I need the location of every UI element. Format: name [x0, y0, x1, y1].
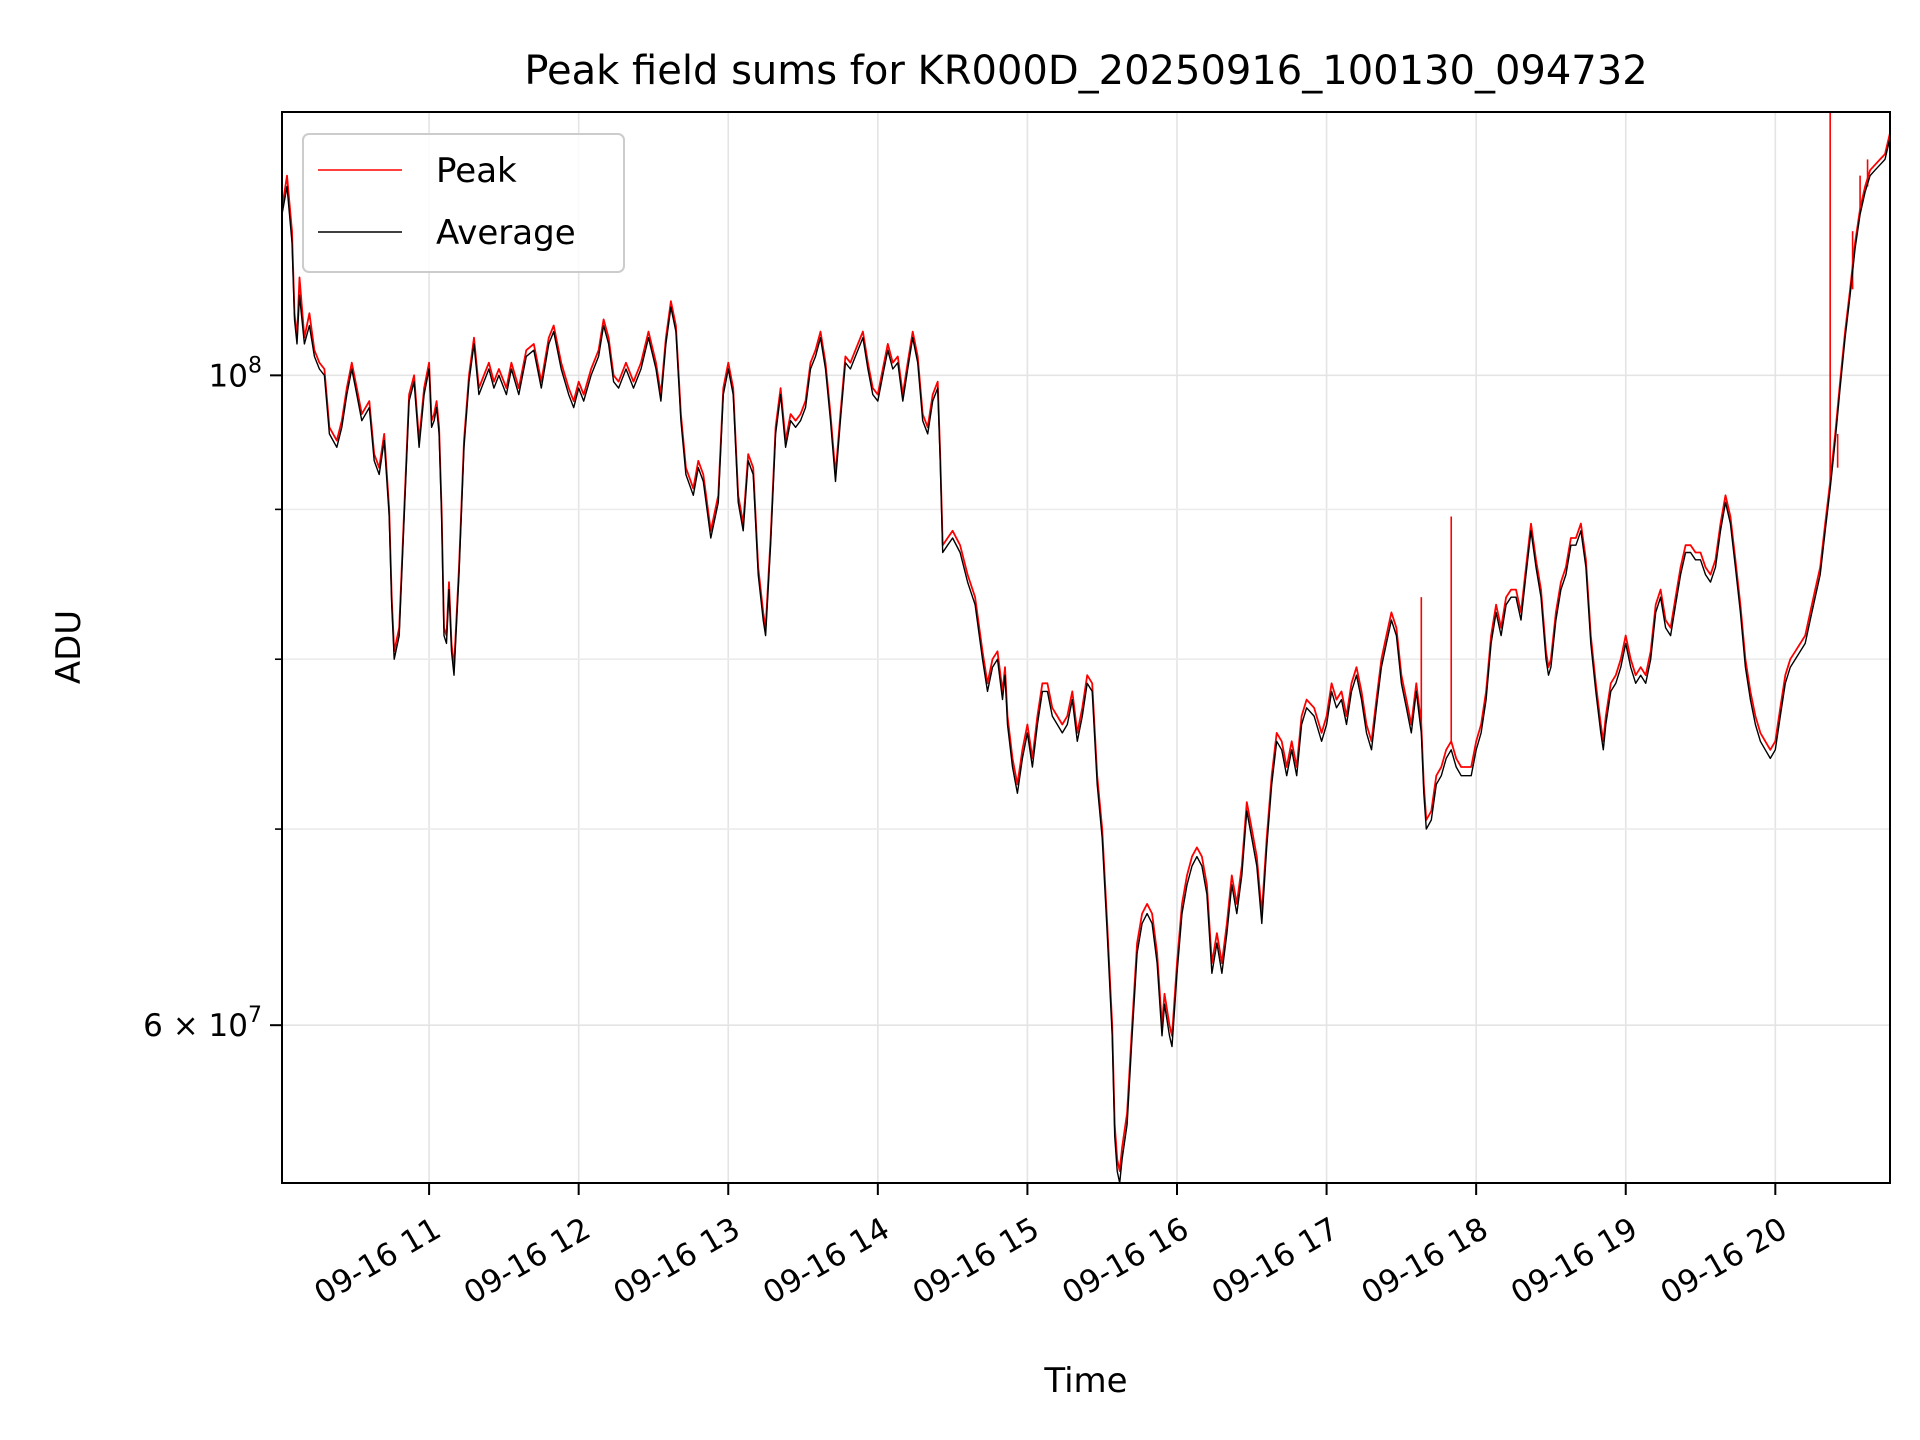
series-layer: [282, 112, 1890, 1183]
series-line-average: [282, 137, 1890, 1183]
y-tick-label: 108: [209, 353, 262, 394]
legend-label-peak: Peak: [436, 151, 517, 191]
grid-lines: [282, 112, 1890, 1183]
legend-box: [302, 133, 625, 273]
y-axis: 108 6 × 107: [143, 353, 282, 1044]
y-tick-label: 6 × 107: [143, 1003, 262, 1044]
chart-title: Peak field sums for KR000D_20250916_1001…: [524, 48, 1647, 94]
y-axis-label: ADU: [49, 610, 89, 684]
plot-frame: [281, 111, 1891, 1184]
x-axis-label: Time: [1043, 1361, 1127, 1401]
legend: Peak Average: [302, 133, 625, 273]
legend-label-average: Average: [436, 213, 576, 253]
